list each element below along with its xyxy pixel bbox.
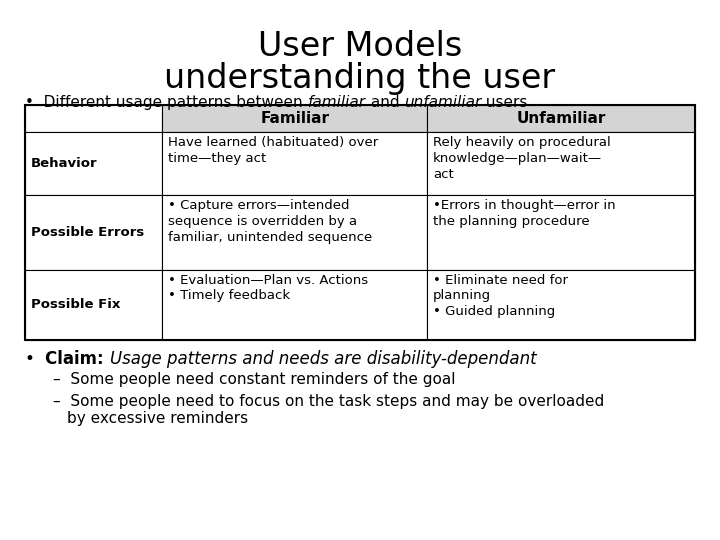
Bar bbox=[25, 105, 695, 340]
Bar bbox=[427, 269, 695, 340]
Text: • Evaluation—Plan vs. Actions
• Timely feedback: • Evaluation—Plan vs. Actions • Timely f… bbox=[168, 273, 369, 302]
Text: understanding the user: understanding the user bbox=[164, 62, 556, 95]
Text: Behavior: Behavior bbox=[31, 157, 98, 170]
Text: •Errors in thought—error in
the planning procedure: •Errors in thought—error in the planning… bbox=[433, 199, 616, 228]
Text: familiar: familiar bbox=[307, 95, 366, 110]
Bar bbox=[427, 132, 695, 195]
Bar bbox=[25, 269, 162, 340]
Bar bbox=[162, 195, 427, 269]
Bar bbox=[162, 132, 427, 195]
Bar bbox=[427, 195, 695, 269]
Bar bbox=[162, 105, 427, 132]
Text: • Capture errors—intended
sequence is overridden by a
familiar, unintended seque: • Capture errors—intended sequence is ov… bbox=[168, 199, 373, 245]
Text: unfamiliar: unfamiliar bbox=[404, 95, 481, 110]
Text: Possible Fix: Possible Fix bbox=[31, 298, 120, 311]
Text: • Eliminate need for
planning
• Guided planning: • Eliminate need for planning • Guided p… bbox=[433, 273, 568, 319]
Text: •  Different usage patterns between: • Different usage patterns between bbox=[25, 95, 307, 110]
Text: •: • bbox=[25, 350, 45, 368]
Text: User Models: User Models bbox=[258, 30, 462, 63]
Text: Rely heavily on procedural
knowledge—plan—wait—
act: Rely heavily on procedural knowledge—pla… bbox=[433, 136, 611, 181]
Text: Usage patterns and needs are disability-dependant: Usage patterns and needs are disability-… bbox=[109, 350, 536, 368]
Text: Unfamiliar: Unfamiliar bbox=[516, 111, 606, 126]
Text: and: and bbox=[366, 95, 404, 110]
Bar bbox=[25, 105, 162, 132]
Bar bbox=[162, 269, 427, 340]
Text: Have learned (habituated) over
time—they act: Have learned (habituated) over time—they… bbox=[168, 136, 379, 165]
Text: –  Some people need to focus on the task steps and may be overloaded: – Some people need to focus on the task … bbox=[53, 394, 604, 409]
Text: by excessive reminders: by excessive reminders bbox=[67, 411, 248, 426]
Text: Possible Errors: Possible Errors bbox=[31, 226, 144, 239]
Bar bbox=[25, 132, 162, 195]
Text: Familiar: Familiar bbox=[260, 111, 329, 126]
Bar bbox=[25, 195, 162, 269]
Text: users: users bbox=[481, 95, 528, 110]
Text: Claim:: Claim: bbox=[45, 350, 109, 368]
Text: –  Some people need constant reminders of the goal: – Some people need constant reminders of… bbox=[53, 372, 456, 387]
Bar bbox=[427, 105, 695, 132]
